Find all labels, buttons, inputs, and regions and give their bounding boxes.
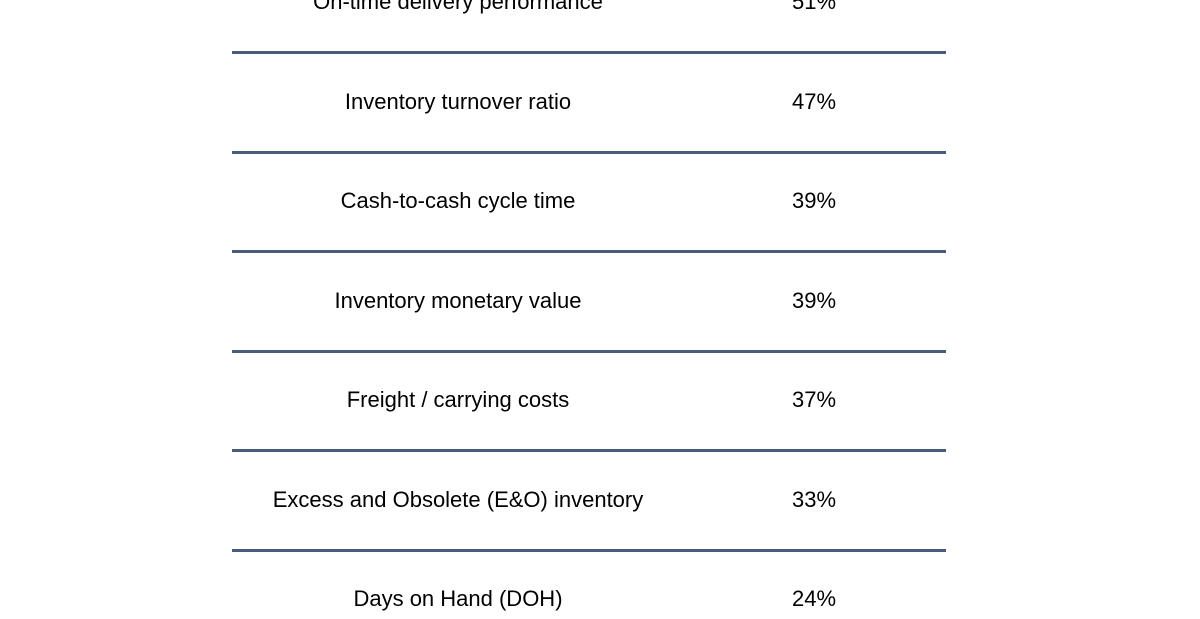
metric-value: 33% <box>791 486 837 512</box>
row-divider <box>232 51 946 54</box>
table-row: Cash-to-cash cycle time 39% <box>232 181 946 221</box>
row-divider <box>232 548 946 552</box>
metric-value: 47% <box>791 88 837 114</box>
metric-label: Days on Hand (DOH) <box>353 586 563 611</box>
metric-value: 39% <box>791 287 837 313</box>
metric-label: Inventory monetary value <box>334 287 582 313</box>
row-divider <box>232 150 946 154</box>
metric-label: Cash-to-cash cycle time <box>340 188 576 213</box>
metric-label: Excess and Obsolete (E&O) inventory <box>272 486 644 512</box>
table-row: On-time delivery performance 51% <box>232 0 946 22</box>
metric-value: 51% <box>791 0 837 14</box>
table-row: Days on Hand (DOH) 24% <box>232 579 946 619</box>
table-row: Freight / carrying costs 37% <box>232 380 946 420</box>
row-divider <box>232 250 946 253</box>
metric-label: Freight / carrying costs <box>346 387 570 412</box>
metric-value: 39% <box>791 188 837 213</box>
row-divider <box>232 349 946 353</box>
metric-label: Inventory turnover ratio <box>344 88 572 114</box>
metric-value: 37% <box>791 387 837 412</box>
table-row: Inventory turnover ratio 47% <box>232 82 946 122</box>
metric-label: On-time delivery performance <box>313 0 603 14</box>
table-row: Excess and Obsolete (E&O) inventory 33% <box>232 480 946 520</box>
metric-value: 24% <box>791 586 837 611</box>
row-divider <box>232 449 946 452</box>
table-row: Inventory monetary value 39% <box>232 281 946 321</box>
